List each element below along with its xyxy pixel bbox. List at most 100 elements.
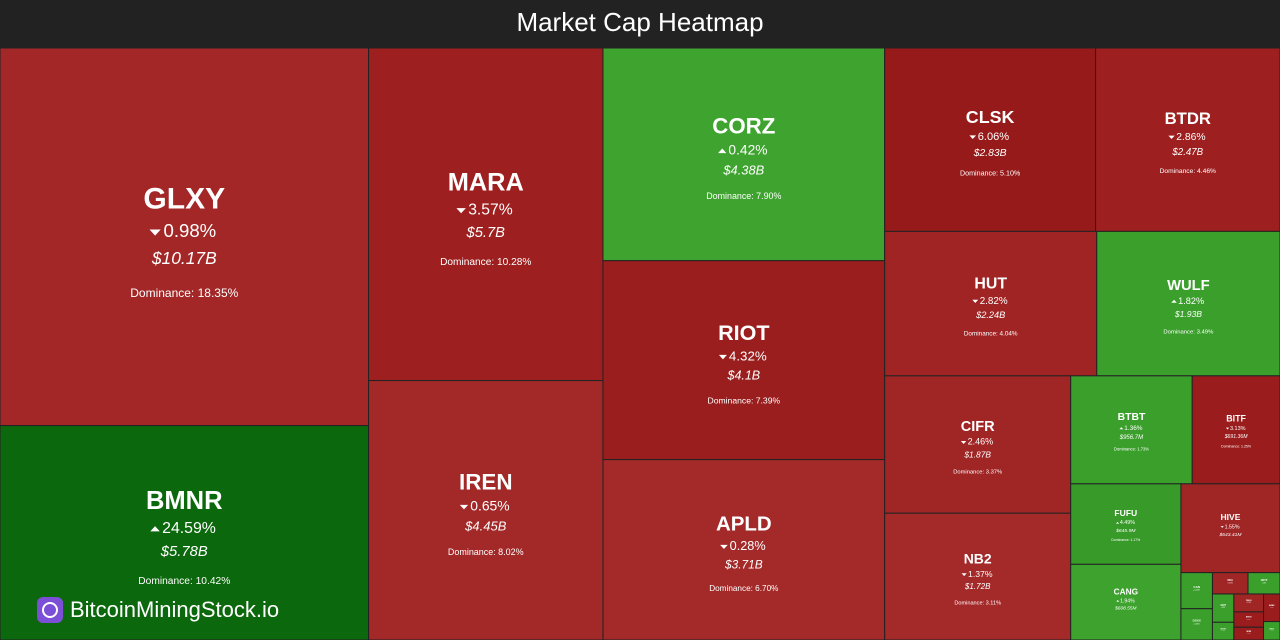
- market-cap: $4.38B: [722, 162, 764, 177]
- tile: [602, 47, 886, 262]
- change-label: 6.06%: [978, 131, 1010, 143]
- change-label: 4.32%: [729, 348, 767, 363]
- dominance-label: Dominance: 3.49%: [1163, 329, 1214, 335]
- tile: [602, 260, 886, 461]
- change-arrow: [1225, 427, 1230, 430]
- dominance-label: Dominance: 4.46%: [1160, 168, 1216, 175]
- brand-logo: [37, 597, 63, 623]
- change-label: 1.4%: [1271, 630, 1273, 632]
- dominance-label: Dominance: 1.73%: [1114, 447, 1149, 452]
- change-label: 1.3%: [1263, 582, 1267, 584]
- ticker: ARBK: [1269, 604, 1275, 607]
- ticker: DGXX: [1193, 619, 1201, 623]
- ticker: CORZ: [712, 114, 775, 139]
- ticker: GREE: [1246, 631, 1252, 633]
- market-cap: $4.45B: [464, 519, 507, 534]
- market-cap: $2.47B: [1171, 147, 1203, 158]
- change-label: 2.46%: [968, 437, 994, 447]
- market-cap: $5.78B: [160, 544, 208, 560]
- dominance-label: Dominance: 6.70%: [709, 584, 778, 593]
- chart-title: Market Cap Heatmap: [516, 7, 763, 37]
- ticker: BMNR: [146, 487, 223, 515]
- change-arrow: [1220, 526, 1224, 528]
- tile: [1180, 572, 1213, 610]
- change-label: 0.61%: [1229, 582, 1234, 584]
- dominance-label: Dominance: 18.35%: [130, 286, 238, 300]
- market-cap: $2.83B: [973, 148, 1007, 159]
- ticker: WULF: [1167, 278, 1210, 294]
- ticker: BTBT: [1118, 412, 1146, 423]
- tile: [1180, 608, 1213, 640]
- market-cap: $3.71B: [724, 557, 763, 571]
- ticker: NDA: [1228, 579, 1234, 582]
- change-label: 2.82%: [980, 296, 1008, 307]
- change-arrow: [1193, 623, 1195, 625]
- tile: [1191, 375, 1280, 485]
- market-cap: $643.41M: [1218, 532, 1242, 538]
- change-label: 4.13%: [1247, 633, 1250, 635]
- change-label: 1.55%: [1225, 524, 1240, 530]
- ticker: NB2: [964, 551, 992, 567]
- ticker: BTCM: [1221, 628, 1227, 630]
- change-label: 2.86%: [1176, 132, 1205, 143]
- change-arrow: [1116, 599, 1120, 602]
- change-label: 1.82%: [1178, 296, 1204, 306]
- tile: [1070, 563, 1182, 640]
- tile: [0, 47, 370, 427]
- market-cap: $645.9M: [1115, 528, 1136, 534]
- change-arrow: [720, 544, 728, 550]
- tile: [602, 459, 886, 640]
- change-arrow: [1115, 521, 1120, 524]
- market-cap: $956.7M: [1119, 435, 1144, 441]
- tile: [884, 375, 1072, 514]
- ticker: BITF: [1226, 414, 1246, 424]
- dominance-label: Dominance: 1.25%: [1221, 445, 1252, 449]
- change-label: 1.3%: [1271, 607, 1275, 609]
- dominance-label: Dominance: 1.17%: [1111, 538, 1140, 542]
- dominance-label: Dominance: 10.42%: [138, 576, 230, 587]
- change-label: 0.42%: [728, 143, 767, 158]
- change-label: 0.98%: [163, 220, 216, 241]
- tile: [1070, 483, 1182, 565]
- change-arrow: [1171, 299, 1177, 303]
- change-arrow: [969, 135, 977, 140]
- change-label: 0.26%: [1195, 590, 1201, 592]
- change-arrow: [961, 573, 967, 577]
- market-cap: $608.55M: [1114, 606, 1136, 612]
- ticker: CAN: [1193, 585, 1200, 589]
- change-label: 1.75%: [1247, 602, 1251, 604]
- tile: [368, 380, 604, 640]
- ticker: IREN: [459, 469, 513, 494]
- ticker: CLSK: [966, 107, 1015, 127]
- change-label: 3.57%: [468, 202, 513, 219]
- ticker: FUFU: [1114, 508, 1137, 518]
- dominance-label: Dominance: 10.28%: [440, 257, 531, 268]
- market-cap: $1.93B: [1174, 309, 1202, 319]
- tile: [884, 47, 1097, 232]
- ticker: GLXY: [143, 183, 225, 216]
- tile: [884, 230, 1098, 377]
- change-label: 3.13%: [1230, 426, 1246, 432]
- market-cap: $4.1B: [727, 369, 761, 383]
- ticker: HIVE: [1221, 512, 1241, 522]
- tile: [1096, 230, 1280, 377]
- ticker: EBON: [1246, 617, 1252, 619]
- change-label: 3.3%: [1222, 607, 1226, 609]
- dominance-label: Dominance: 3.11%: [954, 601, 1001, 607]
- ticker: HUT: [974, 276, 1007, 293]
- dominance-label: Dominance: 8.02%: [448, 547, 524, 557]
- change-arrow: [459, 504, 469, 510]
- dominance-label: Dominance: 3.37%: [953, 470, 1002, 476]
- dominance-label: Dominance: 5.10%: [960, 170, 1021, 178]
- tile: [1095, 47, 1280, 232]
- change-arrow: [960, 441, 967, 444]
- dominance-label: Dominance: 7.39%: [708, 395, 781, 405]
- change-label: 4.49%: [1120, 520, 1135, 526]
- change-label: 1.37%: [968, 569, 993, 579]
- ticker: RIOT: [718, 321, 769, 345]
- change-label: 0.75%: [1222, 630, 1225, 632]
- market-cap: $691.36M: [1224, 434, 1249, 440]
- brand-logo-mark: [42, 602, 58, 618]
